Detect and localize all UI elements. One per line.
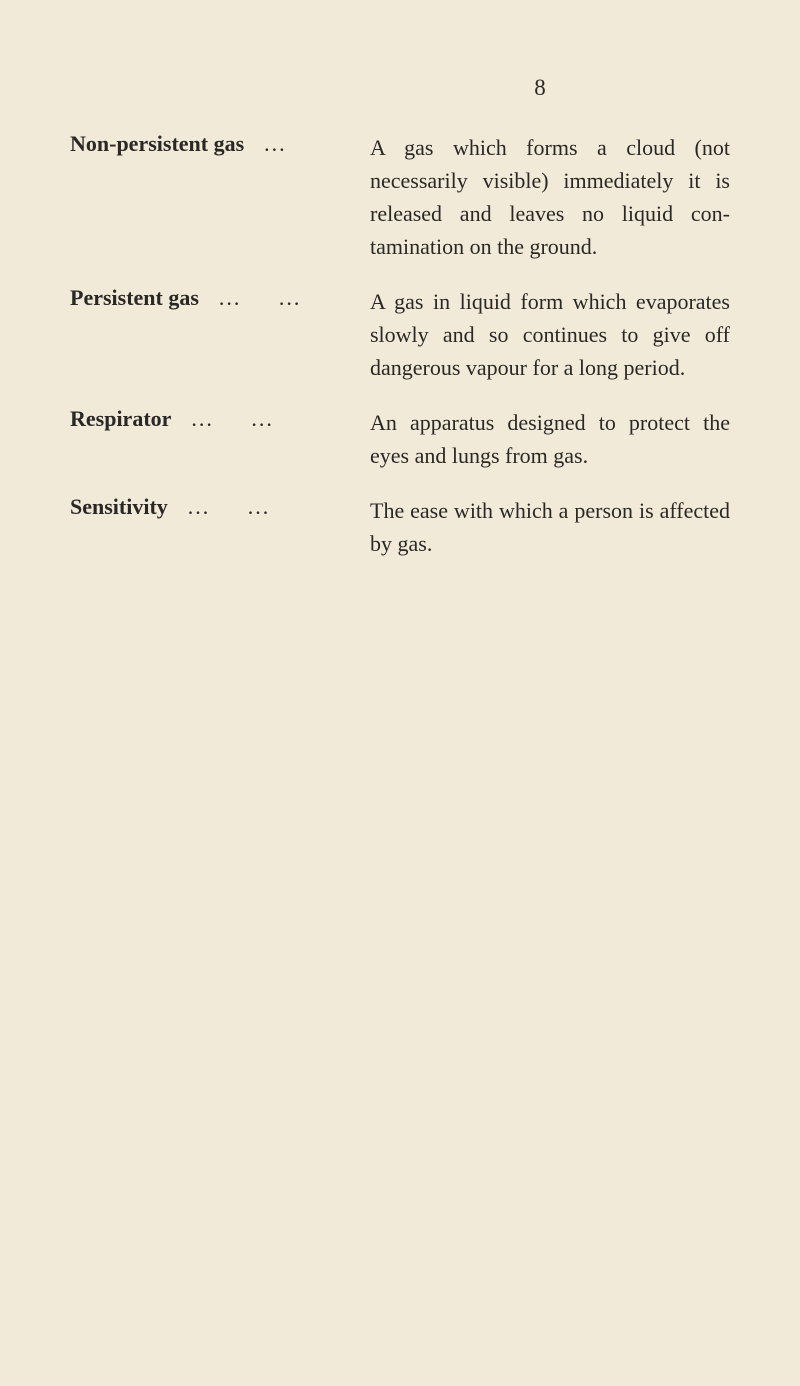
term-text: Sensitivity bbox=[70, 494, 168, 520]
definition-row: Persistent gas ... ... A gas in liquid f… bbox=[70, 285, 740, 384]
term-text: Respirator bbox=[70, 406, 171, 432]
definition-row: Respirator ... ... An apparatus designed… bbox=[70, 406, 740, 472]
leader-dots: ... bbox=[264, 131, 354, 157]
term-column: Persistent gas ... ... bbox=[70, 285, 370, 311]
term-text: Non-persistent gas bbox=[70, 131, 244, 157]
page-number: 8 bbox=[340, 75, 740, 101]
definition-text: The ease with which a per­son is affecte… bbox=[370, 494, 740, 560]
definition-row: Sensitivity ... ... The ease with which … bbox=[70, 494, 740, 560]
term-column: Sensitivity ... ... bbox=[70, 494, 370, 520]
term-column: Respirator ... ... bbox=[70, 406, 370, 432]
definitions-list: Non-persistent gas ... A gas which forms… bbox=[70, 131, 740, 560]
page-container: 8 Non-persistent gas ... A gas which for… bbox=[0, 0, 800, 1386]
definition-text: A gas which forms a cloud (not necessari… bbox=[370, 131, 740, 263]
leader-dots: ... ... bbox=[219, 285, 332, 311]
definition-row: Non-persistent gas ... A gas which forms… bbox=[70, 131, 740, 263]
leader-dots: ... ... bbox=[188, 494, 301, 520]
term-text: Persistent gas bbox=[70, 285, 199, 311]
leader-dots: ... ... bbox=[191, 406, 304, 432]
term-column: Non-persistent gas ... bbox=[70, 131, 370, 157]
definition-text: An apparatus designed to protect the eye… bbox=[370, 406, 740, 472]
definition-text: A gas in liquid form which evaporates sl… bbox=[370, 285, 740, 384]
